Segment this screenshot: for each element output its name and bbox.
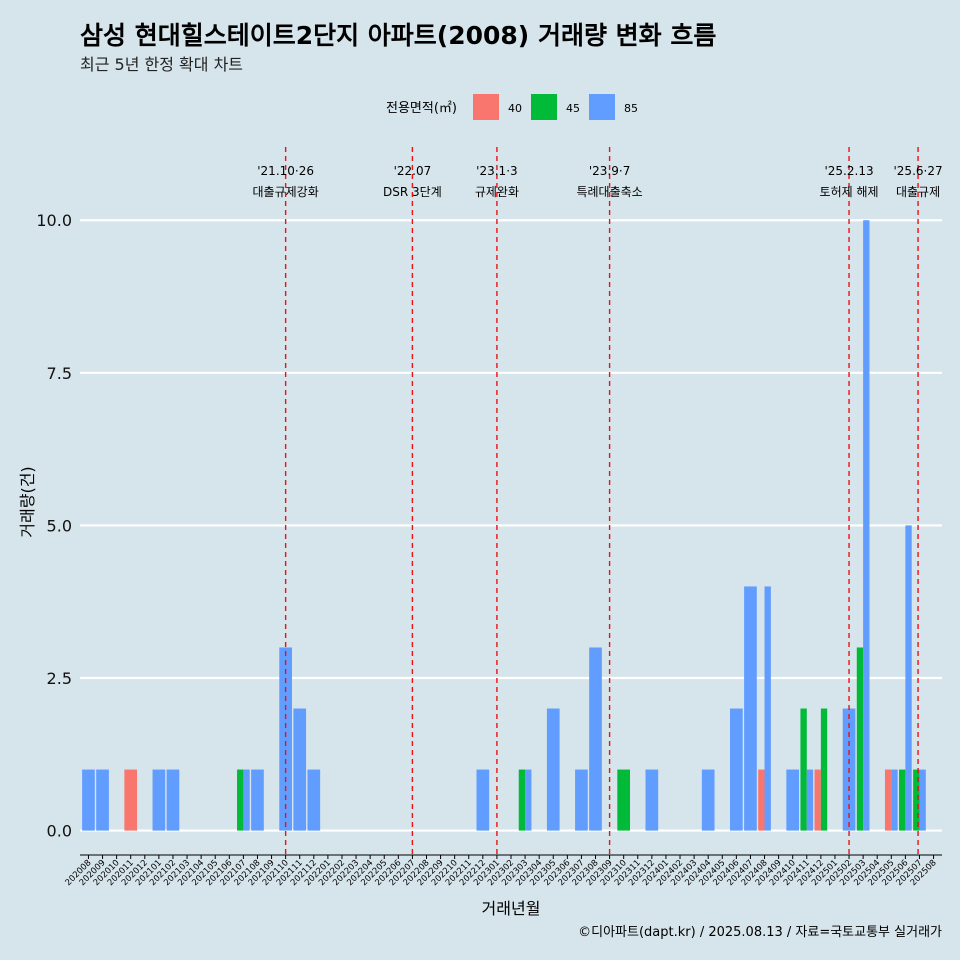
legend-label-85: 85 — [624, 102, 638, 115]
bar-202410-85 — [786, 769, 800, 831]
bar-202412-45 — [820, 708, 828, 831]
event-label: 대출규제 — [896, 185, 940, 199]
event-date: '25.6·27 — [894, 164, 943, 178]
bar-202503-45 — [856, 647, 864, 831]
event-date: '21.10·26 — [257, 164, 314, 178]
legend-swatch-45 — [531, 94, 557, 120]
event-date: '23.1·3 — [476, 164, 517, 178]
event-date: '25.2.13 — [824, 164, 873, 178]
legend-swatch-40 — [473, 94, 499, 120]
legend-label-40: 40 — [508, 102, 522, 115]
event-markers: '21.10·26 대출규제강화 '22.07 DSR 3단계 '23.1·3 규제완화 '… — [253, 147, 943, 855]
bars — [82, 220, 926, 831]
bar-202111-85 — [293, 708, 307, 831]
x-axis-label: 거래년월 — [482, 899, 541, 918]
legend-swatch-85 — [589, 94, 615, 120]
event-label: 토허제 해제 — [820, 185, 879, 199]
bar-202102-85 — [166, 769, 180, 831]
bar-202303-85 — [525, 769, 532, 831]
y-tick-label: 0.0 — [47, 822, 72, 841]
bar-202008-85 — [82, 769, 95, 831]
bar-202307-85 — [575, 769, 588, 831]
legend-title: 전용면적(㎡) — [386, 101, 457, 116]
y-tick-labels: 0.0 2.5 5.0 7.5 10.0 — [36, 211, 72, 840]
bar-202112-85 — [307, 769, 321, 831]
chart-subtitle: 최근 5년 한정 확대 차트 — [80, 55, 243, 74]
y-axis-label: 거래량(건) — [18, 466, 37, 537]
bar-202101-85 — [152, 769, 166, 831]
bar-202408-85 — [764, 586, 771, 831]
bar-202312-85 — [645, 769, 659, 831]
legend: 전용면적(㎡) 40 45 85 — [386, 94, 638, 120]
y-tick-label: 7.5 — [47, 364, 72, 383]
bar-202009-85 — [96, 769, 109, 831]
bar-202011-40 — [124, 769, 138, 831]
bar-202411-85 — [806, 769, 814, 831]
bar-202212-85 — [476, 769, 490, 831]
bar-202305-85 — [546, 708, 560, 831]
caption: ©디아파트(dapt.kr) / 2025.08.13 / 자료=국토교통부 실… — [578, 925, 942, 940]
bar-202408-40 — [758, 769, 765, 831]
event-label: 대출규제강화 — [253, 185, 319, 199]
event-date: '22.07 — [394, 164, 432, 178]
bar-202507-85 — [919, 769, 926, 831]
bar-202412-40 — [814, 769, 821, 831]
bar-202505-85 — [891, 769, 898, 831]
bar-202406-85 — [730, 708, 743, 831]
y-tick-label: 10.0 — [36, 211, 72, 230]
bar-202506-85 — [905, 525, 912, 831]
bar-202303-45 — [518, 769, 526, 831]
bar-202404-85 — [701, 769, 715, 831]
legend-label-45: 45 — [566, 102, 580, 115]
bar-202505-40 — [884, 769, 892, 831]
bar-202411-45 — [800, 708, 807, 831]
y-tick-label: 5.0 — [47, 516, 72, 535]
bar-202310-45 — [617, 769, 631, 831]
bar-202506-45 — [899, 769, 906, 831]
bar-202107-85 — [243, 769, 250, 831]
bar-202110-85 — [279, 647, 292, 831]
y-tick-label: 2.5 — [47, 669, 72, 688]
bar-202108-85 — [251, 769, 264, 831]
bar-202503-85 — [863, 220, 870, 831]
gridlines — [80, 219, 942, 832]
bar-202507-45 — [913, 769, 920, 831]
event-label: 특례대출축소 — [576, 185, 642, 199]
bar-202308-85 — [589, 647, 602, 831]
chart-title: 삼성 현대힐스테이트2단지 아파트(2008) 거래량 변화 흐름 — [80, 21, 716, 50]
event-label: DSR 3단계 — [383, 185, 442, 199]
bar-202107-45 — [237, 769, 244, 831]
event-label: 규제완화 — [475, 185, 519, 199]
bar-202407-85 — [744, 586, 757, 831]
event-date: '23.9·7 — [589, 164, 630, 178]
